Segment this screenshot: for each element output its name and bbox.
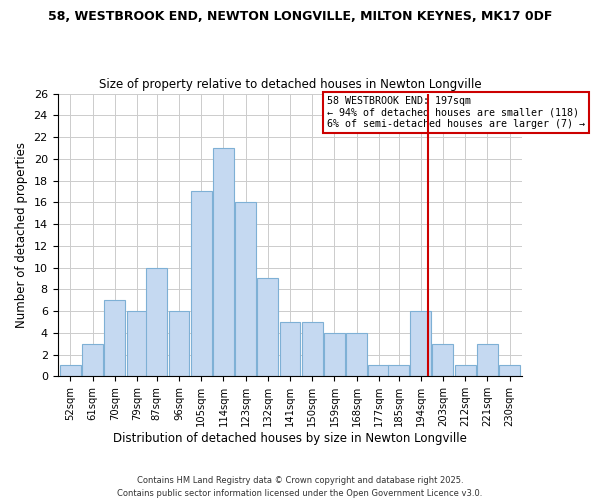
Bar [499,366,520,376]
Bar [104,300,125,376]
Bar [127,311,148,376]
Bar [257,278,278,376]
Text: Contains HM Land Registry data © Crown copyright and database right 2025.
Contai: Contains HM Land Registry data © Crown c… [118,476,482,498]
Bar [455,366,476,376]
Bar [191,192,212,376]
Bar [280,322,301,376]
X-axis label: Distribution of detached houses by size in Newton Longville: Distribution of detached houses by size … [113,432,467,445]
Bar [60,366,81,376]
Bar [82,344,103,376]
Bar [169,311,190,376]
Bar [302,322,323,376]
Y-axis label: Number of detached properties: Number of detached properties [15,142,28,328]
Bar [433,344,454,376]
Bar [235,202,256,376]
Text: 58, WESTBROOK END, NEWTON LONGVILLE, MILTON KEYNES, MK17 0DF: 58, WESTBROOK END, NEWTON LONGVILLE, MIL… [48,10,552,23]
Bar [324,333,345,376]
Text: 58 WESTBROOK END: 197sqm
← 94% of detached houses are smaller (118)
6% of semi-d: 58 WESTBROOK END: 197sqm ← 94% of detach… [327,96,585,129]
Title: Size of property relative to detached houses in Newton Longville: Size of property relative to detached ho… [99,78,481,91]
Bar [388,366,409,376]
Bar [213,148,234,376]
Bar [410,311,431,376]
Bar [346,333,367,376]
Bar [146,268,167,376]
Bar [477,344,498,376]
Bar [368,366,389,376]
